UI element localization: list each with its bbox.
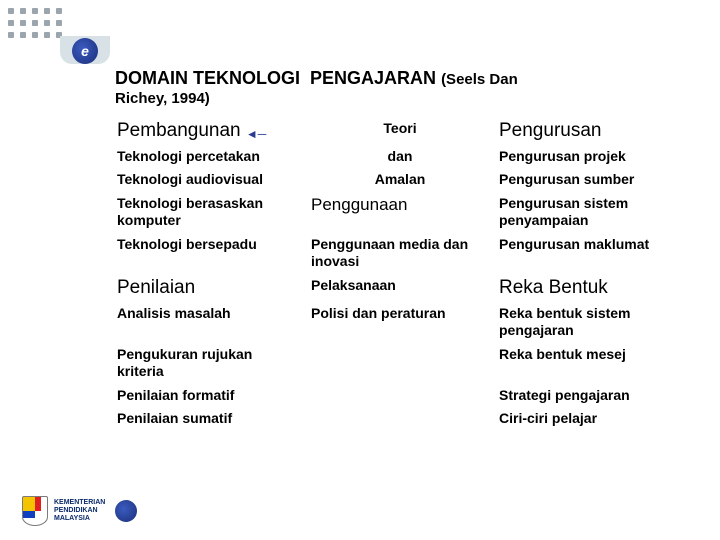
logo-icon: e — [72, 38, 98, 64]
col2-header: Penggunaan — [309, 192, 491, 233]
col3-item-2: Pengurusan sumber — [497, 168, 679, 192]
ministry-text: KEMENTERIAN PENDIDIKAN MALAYSIA — [54, 499, 105, 522]
dot-grid-icon — [8, 8, 64, 40]
col2-item-2: Pelaksanaan — [309, 274, 491, 302]
col1-item2-3: Penilaian formatif — [115, 384, 303, 408]
col3-header2: Reka Bentuk — [497, 274, 679, 302]
col1-item-2: Teknologi audiovisual — [115, 168, 303, 192]
col2-item-3: Polisi dan peraturan — [309, 302, 491, 343]
small-logo-icon — [115, 500, 137, 522]
domain-grid: Pembangunan ◄─ Teori Pengurusan Teknolog… — [115, 117, 695, 431]
title-line-2: Richey, 1994) — [115, 90, 695, 107]
col3-item-4: Pengurusan maklumat — [497, 233, 679, 274]
col1-item2-4: Penilaian sumatif — [115, 407, 303, 431]
col1-item2-1: Analisis masalah — [115, 302, 303, 343]
empty-cell-3 — [309, 407, 491, 431]
title-citation: (Seels Dan — [441, 71, 518, 88]
shield-icon — [22, 496, 48, 526]
footer-logos: KEMENTERIAN PENDIDIKAN MALAYSIA — [22, 496, 137, 526]
arrow-icon: ◄─ — [246, 127, 266, 141]
col3-item-1: Pengurusan projek — [497, 145, 679, 169]
col3-item2-4: Ciri-ciri pelajar — [497, 407, 679, 431]
col3-item2-1: Reka bentuk sistem pengajaran — [497, 302, 679, 343]
col1-header-text: Pembangunan — [117, 120, 241, 141]
col3-item2-2: Reka bentuk mesej — [497, 343, 679, 384]
col1-item-4: Teknologi bersepadu — [115, 233, 303, 274]
main-content: DOMAIN TEKNOLOGI PENGAJARAN (Seels Dan R… — [115, 68, 695, 431]
col1-header2: Penilaian — [115, 274, 303, 302]
col2-item-1: Penggunaan media dan inovasi — [309, 233, 491, 274]
header-decoration: e — [0, 0, 720, 50]
col2-dan: dan — [309, 145, 491, 169]
ministry-line-2: PENDIDIKAN — [54, 507, 105, 515]
col1-header: Pembangunan ◄─ — [115, 117, 303, 145]
col2-teori: Teori — [309, 117, 491, 145]
page-title: DOMAIN TEKNOLOGI PENGAJARAN (Seels Dan — [115, 68, 695, 90]
col1-item-3: Teknologi berasaskan komputer — [115, 192, 303, 233]
col3-item-3: Pengurusan sistem penyampaian — [497, 192, 679, 233]
title-part-1: DOMAIN TEKNOLOGI — [115, 68, 300, 88]
col2-amalan: Amalan — [309, 168, 491, 192]
col1-item2-2: Pengukuran rujukan kriteria — [115, 343, 303, 384]
ministry-line-3: MALAYSIA — [54, 515, 105, 523]
col3-item2-3: Strategi pengajaran — [497, 384, 679, 408]
ministry-line-1: KEMENTERIAN — [54, 499, 105, 507]
empty-cell-2 — [309, 384, 491, 408]
col3-header: Pengurusan — [497, 117, 679, 145]
title-part-2: PENGAJARAN — [310, 68, 436, 88]
empty-cell-1 — [309, 343, 491, 384]
col1-item-1: Teknologi percetakan — [115, 145, 303, 169]
